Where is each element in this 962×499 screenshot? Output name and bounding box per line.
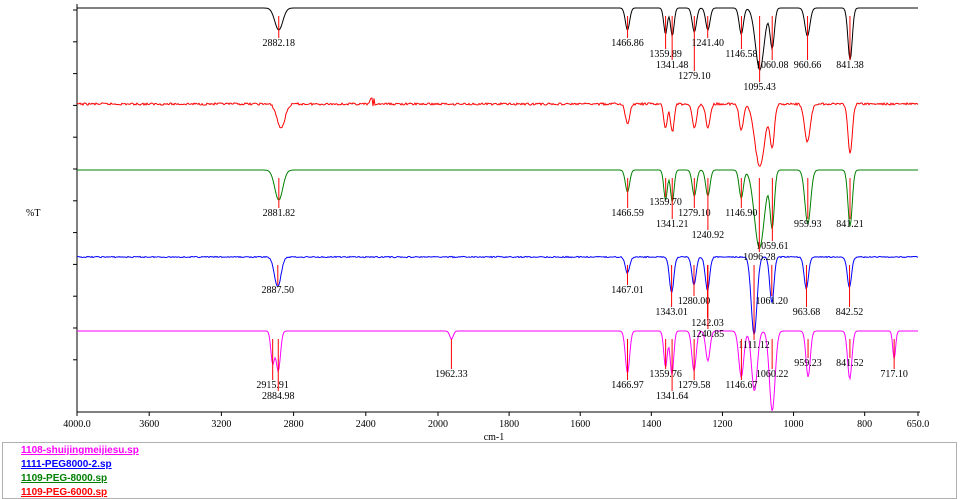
series-line: [77, 169, 918, 249]
peak-label: 841.38: [836, 60, 864, 71]
x-tick-label: 1200: [712, 419, 732, 430]
peak-label: 1146.58: [725, 49, 757, 60]
peak-label: 960.66: [794, 60, 822, 71]
x-tick-label: 2400: [356, 419, 376, 430]
peak-label: 1060.08: [756, 60, 789, 71]
peak-label: 717.10: [880, 369, 908, 380]
peak-label: 1061.20: [756, 296, 789, 307]
peak-label: 1341.21: [656, 219, 689, 230]
peak-label: 2884.98: [262, 391, 295, 402]
x-tick-label: 2800: [284, 419, 304, 430]
peak-label: 1060.22: [756, 369, 789, 380]
peak-label: 1466.59: [611, 208, 644, 219]
peak-label: 1280.00: [678, 296, 711, 307]
series-line: [76, 97, 919, 167]
x-tick-label: 1000: [784, 419, 804, 430]
peak-label: 1240.85: [692, 329, 725, 340]
legend-entry[interactable]: 1108-shuijingmeijiesu.sp: [21, 445, 139, 456]
peak-label: 2887.50: [262, 285, 295, 296]
legend-entry[interactable]: 1109-PEG-6000.sp: [21, 487, 108, 498]
x-tick-label: 800: [857, 419, 872, 430]
x-tick-label: 4000.0: [63, 419, 91, 430]
x-tick-label: 3600: [139, 419, 159, 430]
peak-label: 1240.92: [692, 230, 725, 241]
peak-label: 1466.86: [611, 38, 644, 49]
peak-label: 1359.76: [649, 369, 682, 380]
legend: 1108-shuijingmeijiesu.sp 1111-PEG8000-2.…: [2, 442, 957, 499]
peak-label: 1096.28: [743, 252, 776, 263]
peak-label: 841.52: [836, 358, 864, 369]
x-tick-label: 3200: [211, 419, 231, 430]
peak-label: 1095.43: [743, 82, 776, 93]
x-tick-label: 1800: [499, 419, 519, 430]
peak-label: 1279.10: [678, 71, 711, 82]
axes: 4000.0 3600 3200 2800 2400 2000 1800 1600 1400 12…: [63, 4, 929, 430]
peak-label: 1241.40: [691, 38, 724, 49]
peak-label: 1279.58: [678, 380, 711, 391]
x-tick-label: 1600: [570, 419, 590, 430]
peak-label: 842.52: [836, 307, 864, 318]
peak-labels: 2882.18 1466.861359.891341.481279.101241.…: [256, 16, 908, 402]
peak-label: 959.23: [794, 358, 822, 369]
peak-label: 1466.97: [611, 380, 644, 391]
peak-label: 2881.82: [263, 208, 296, 219]
peak-label: 1341.64: [656, 391, 689, 402]
x-axis-label: cm-1: [484, 432, 505, 440]
series-line: [77, 7, 918, 71]
x-tick-label: 1400: [641, 419, 661, 430]
series-line: [76, 255, 919, 335]
peak-label: 959.93: [794, 219, 822, 230]
peak-label: 1059.61: [756, 241, 789, 252]
peak-label: 1146.67: [725, 380, 757, 391]
x-tick-label: 2000: [428, 419, 448, 430]
peak-label: 2882.18: [263, 38, 296, 49]
peak-label: 963.68: [793, 307, 821, 318]
peak-label: 841.21: [836, 219, 864, 230]
legend-entry[interactable]: 1111-PEG8000-2.sp: [21, 459, 112, 470]
y-axis-label: %T: [26, 208, 40, 219]
x-tick-label: 650.0: [907, 419, 930, 430]
peak-label: 1359.89: [649, 49, 682, 60]
series-layer: [76, 7, 919, 411]
series-line: [77, 330, 918, 411]
peak-label: 1343.01: [655, 307, 688, 318]
legend-entry[interactable]: 1109-PEG-8000.sp: [21, 473, 108, 484]
peak-label: 1279.10: [678, 208, 711, 219]
peak-label: 1359.70: [649, 197, 682, 208]
ir-spectra-chart: 4000.0 3600 3200 2800 2400 2000 1800 1600 1400 12…: [26, 4, 929, 440]
peak-label: 1111.12: [738, 340, 769, 351]
peak-label: 1341.48: [656, 60, 689, 71]
peak-label: 1467.01: [611, 285, 644, 296]
peak-label: 1962.33: [435, 369, 468, 380]
peak-label: 2915.91: [256, 380, 289, 391]
peak-label: 1146.90: [725, 208, 757, 219]
